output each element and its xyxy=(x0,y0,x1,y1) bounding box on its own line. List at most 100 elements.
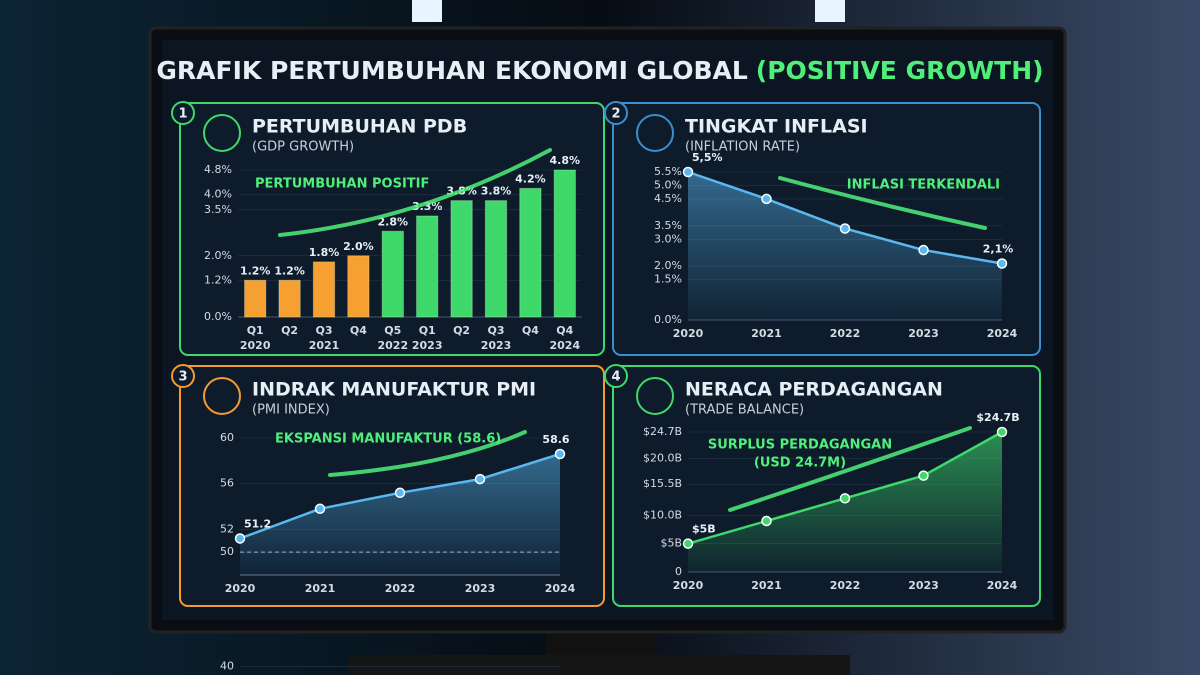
y-tick-label: 2.0% xyxy=(654,259,682,272)
y-tick-label: $10.0B xyxy=(643,508,682,521)
value-label: 4.8% xyxy=(550,154,581,167)
badge-number: 2 xyxy=(611,107,620,122)
point xyxy=(761,193,772,205)
panel-title: TINGKAT INFLASI xyxy=(685,116,868,138)
value-label: 2.8% xyxy=(378,215,409,228)
x-tick-label: 2020 xyxy=(225,582,256,595)
point xyxy=(761,515,772,527)
x-tick-label: 2024 xyxy=(987,327,1018,340)
bar xyxy=(381,230,404,318)
value-label: 1.8% xyxy=(309,246,340,259)
point xyxy=(996,258,1008,269)
y-tick-label: $20.0B xyxy=(643,452,682,465)
annotation: EKSPANSI MANUFAKTUR (58.6) xyxy=(275,432,501,447)
panel-icon xyxy=(203,114,241,152)
panel-title: INDRAK MANUFAKTUR PMI xyxy=(252,379,536,401)
panel-icon xyxy=(203,377,241,415)
y-tick-label: 3.5% xyxy=(204,203,232,216)
x-tick-label: Q1 2023 xyxy=(412,324,443,352)
annotation: INFLASI TERKENDALI xyxy=(847,178,1000,193)
y-tick-label: 40 xyxy=(220,659,234,672)
y-tick-label: 5.5% xyxy=(654,165,682,178)
x-tick-label: 2022 xyxy=(830,579,861,592)
y-tick-label: $24.7B xyxy=(643,425,682,438)
y-tick-label: 0.0% xyxy=(654,313,682,326)
y-tick-label: 5.0% xyxy=(654,178,682,191)
badge-number: 3 xyxy=(178,370,187,385)
y-tick-label: 3.0% xyxy=(654,232,682,245)
bar xyxy=(244,279,267,318)
x-tick-label: 2023 xyxy=(908,327,939,340)
y-tick-label: 52 xyxy=(220,522,234,535)
x-tick-label: Q4 xyxy=(350,324,367,337)
point xyxy=(682,166,694,178)
point xyxy=(682,538,694,549)
annotation: SURPLUS PERDAGANGAN xyxy=(708,438,892,453)
x-tick-label: Q1 2020 xyxy=(240,324,271,352)
y-tick-label: 4.8% xyxy=(204,163,232,176)
badge xyxy=(171,364,195,388)
x-tick-label: 2024 xyxy=(545,582,576,595)
x-tick-label: 2022 xyxy=(385,582,416,595)
point xyxy=(918,470,929,481)
value-label: 4.2% xyxy=(515,172,546,185)
value-label: 1.2% xyxy=(240,264,271,277)
x-tick-label: Q4 xyxy=(522,324,539,337)
panel-title: NERACA PERDAGANGAN xyxy=(685,379,943,401)
bar xyxy=(312,261,336,318)
y-tick-label: 2.0% xyxy=(204,249,232,262)
bar xyxy=(416,215,439,318)
x-tick-label: Q3 2023 xyxy=(481,324,512,352)
badge xyxy=(171,101,195,125)
value-label: $5B xyxy=(692,523,716,536)
point xyxy=(234,533,246,544)
page-title-highlight: (POSITIVE GROWTH) xyxy=(756,56,1044,85)
panel-subtitle: (INFLATION RATE) xyxy=(685,140,800,155)
trend-arrow xyxy=(728,426,972,512)
y-tick-label: 4.5% xyxy=(654,192,682,205)
point xyxy=(918,244,929,256)
y-tick-label: 1.2% xyxy=(204,273,232,286)
y-tick-label: 4.0% xyxy=(204,188,232,201)
panel-subtitle: (GDP GROWTH) xyxy=(252,140,354,155)
bar xyxy=(484,200,508,318)
y-tick-label: 56 xyxy=(220,477,234,490)
page-title: GRAFIK PERTUMBUHAN EKONOMI GLOBAL xyxy=(156,56,747,85)
annotation: PERTUMBUHAN POSITIF xyxy=(255,177,429,192)
bar xyxy=(553,169,576,318)
point xyxy=(554,448,566,460)
y-tick-label: 0 xyxy=(675,565,682,578)
annotation: (USD 24.7M) xyxy=(754,456,846,471)
x-tick-label: Q3 2021 xyxy=(309,324,340,352)
bar xyxy=(278,279,301,318)
point xyxy=(839,493,851,504)
trend-arrow xyxy=(278,148,552,237)
y-tick-label: $5B xyxy=(660,537,682,550)
y-tick-label: 0.0% xyxy=(204,310,232,323)
badge-number: 4 xyxy=(611,370,620,385)
point xyxy=(474,473,486,485)
ceiling-light xyxy=(815,0,845,22)
y-tick-label: $15.5B xyxy=(643,477,682,490)
y-tick-label: 50 xyxy=(220,545,234,558)
panel-icon xyxy=(636,377,674,415)
bar xyxy=(450,200,473,318)
panel-title: PERTUMBUHAN PDB xyxy=(252,116,467,138)
panel-icon xyxy=(636,114,674,152)
value-label: 5,5% xyxy=(692,151,723,164)
value-label: 2.0% xyxy=(343,240,374,253)
panel-subtitle: (TRADE BALANCE) xyxy=(685,403,804,418)
trend-arrow xyxy=(328,430,527,477)
bar xyxy=(347,255,370,318)
x-tick-label: 2023 xyxy=(908,579,939,592)
x-tick-label: Q2 xyxy=(281,324,298,337)
x-tick-label: 2021 xyxy=(751,579,782,592)
badge xyxy=(604,101,628,125)
point xyxy=(394,487,406,499)
point xyxy=(839,223,851,234)
value-label: 3.3% xyxy=(412,200,443,213)
x-tick-label: 2024 xyxy=(987,579,1018,592)
value-label: $24.7B xyxy=(976,411,1019,424)
ceiling-light xyxy=(412,0,442,22)
value-label: 3.8% xyxy=(481,185,512,198)
